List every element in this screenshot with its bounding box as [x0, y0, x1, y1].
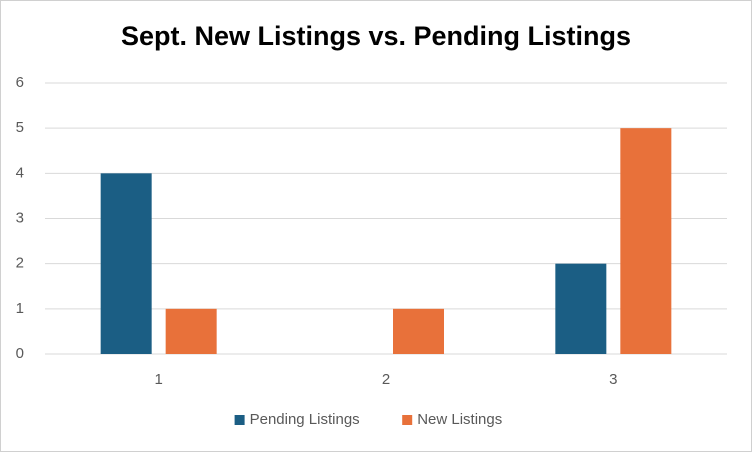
bar — [620, 128, 672, 354]
x-tick-label: 3 — [609, 371, 617, 388]
y-tick-label: 5 — [16, 119, 24, 136]
y-tick-label: 6 — [16, 74, 24, 91]
legend-swatch — [234, 415, 245, 425]
x-tick-label: 2 — [382, 371, 390, 388]
y-tick-label: 4 — [16, 164, 24, 181]
x-tick-label: 1 — [154, 371, 162, 388]
y-tick-label: 1 — [16, 300, 24, 317]
chart-title: Sept. New Listings vs. Pending Listings — [121, 21, 631, 51]
legend-label: Pending Listings — [250, 411, 360, 428]
bar — [165, 308, 217, 354]
y-tick-label: 3 — [16, 209, 24, 226]
bar — [100, 173, 152, 354]
y-tick-label: 0 — [16, 345, 24, 362]
legend-swatch — [402, 415, 413, 425]
y-tick-label: 2 — [16, 255, 24, 272]
legend-label: New Listings — [417, 411, 502, 428]
bar — [393, 308, 444, 354]
bar — [555, 263, 607, 354]
